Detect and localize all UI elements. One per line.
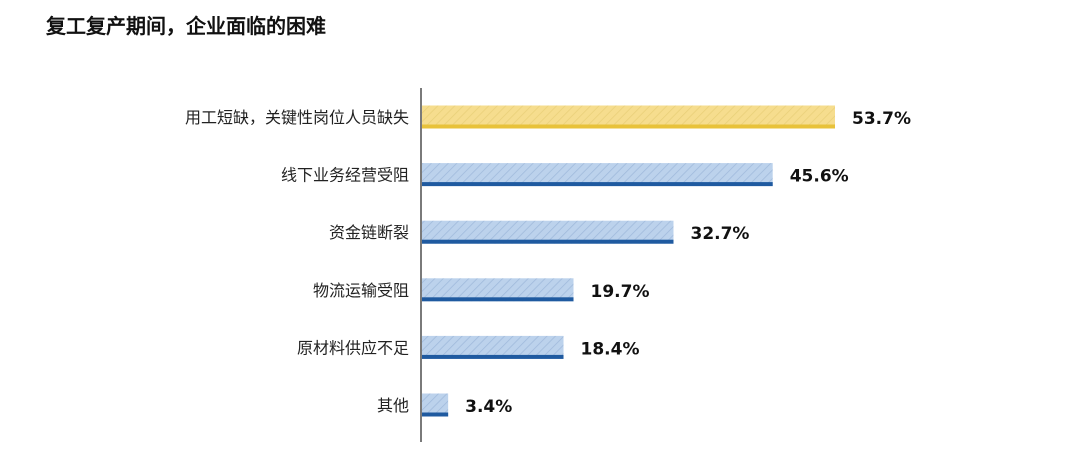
bar-edge xyxy=(422,239,674,244)
data-label: 32.7% xyxy=(690,224,749,244)
chart-title: 复工复产期间，企业面临的困难 xyxy=(46,14,326,38)
bar xyxy=(422,393,449,417)
category-label: 其他 xyxy=(377,396,409,415)
bar xyxy=(422,278,574,302)
category-label: 原材料供应不足 xyxy=(297,338,409,357)
category-label: 用工短缺，关键性岗位人员缺失 xyxy=(185,108,409,127)
bar xyxy=(422,335,564,359)
bar-edge xyxy=(422,354,564,359)
data-label: 53.7% xyxy=(852,109,911,129)
bar xyxy=(422,220,674,244)
bar-edge xyxy=(422,182,773,187)
bar xyxy=(422,105,835,129)
bar-edge xyxy=(422,297,574,302)
data-label: 45.6% xyxy=(790,167,849,187)
bar xyxy=(422,163,773,187)
category-label: 物流运输受阻 xyxy=(313,281,409,300)
data-label: 18.4% xyxy=(581,339,640,359)
category-label: 资金链断裂 xyxy=(329,223,409,242)
category-label: 线下业务经营受阻 xyxy=(281,166,409,185)
data-label: 19.7% xyxy=(591,282,650,302)
bar-edge xyxy=(422,124,835,129)
bar-edge xyxy=(422,412,449,417)
data-label: 3.4% xyxy=(465,397,512,417)
